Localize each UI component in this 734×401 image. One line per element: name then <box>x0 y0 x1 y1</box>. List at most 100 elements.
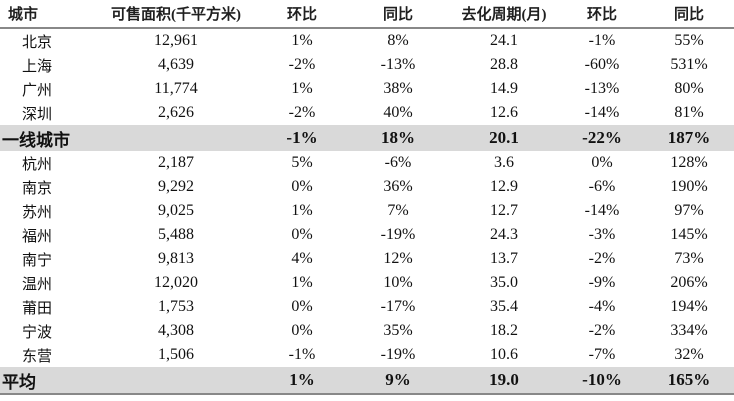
area-yoy-cell: 36% <box>348 175 448 199</box>
cycle-mom-cell: -6% <box>560 175 644 199</box>
destocking-cycle-cell: 12.7 <box>448 199 560 223</box>
summary-row: 一线城市 -1% 18% 20.1 -22% 187% <box>0 125 734 151</box>
destocking-cycle-cell: 10.6 <box>448 343 560 367</box>
summary-row: 平均 1% 9% 19.0 -10% 165% <box>0 367 734 394</box>
area-yoy-cell: -19% <box>348 223 448 247</box>
cycle-yoy-cell: 194% <box>644 295 734 319</box>
area-yoy-cell: 35% <box>348 319 448 343</box>
area-yoy-cell: 38% <box>348 77 448 101</box>
cycle-yoy-cell: 73% <box>644 247 734 271</box>
area-mom-cell: -2% <box>256 101 348 125</box>
area-yoy-cell: 40% <box>348 101 448 125</box>
area-yoy-cell: 9% <box>348 367 448 394</box>
destocking-cycle-cell: 12.9 <box>448 175 560 199</box>
cycle-mom-cell: -2% <box>560 319 644 343</box>
area-mom-cell: 0% <box>256 223 348 247</box>
area-mom-cell: 1% <box>256 77 348 101</box>
city-cell: 平均 <box>0 367 96 394</box>
city-cell: 南宁 <box>0 247 96 271</box>
area-yoy-cell: 18% <box>348 125 448 151</box>
cycle-yoy-cell: 80% <box>644 77 734 101</box>
cycle-mom-cell: -14% <box>560 101 644 125</box>
table-body: 北京 12,961 1% 8% 24.1 -1% 55% 上海 4,639 -2% -13% 28.8… <box>0 28 734 394</box>
city-cell: 一线城市 <box>0 125 96 151</box>
available-area-cell: 1,753 <box>96 295 256 319</box>
cycle-mom-cell: -14% <box>560 199 644 223</box>
city-cell: 苏州 <box>0 199 96 223</box>
table-row: 广州 11,774 1% 38% 14.9 -13% 80% <box>0 77 734 101</box>
city-cell: 福州 <box>0 223 96 247</box>
table-row: 莆田 1,753 0% -17% 35.4 -4% 194% <box>0 295 734 319</box>
city-cell: 宁波 <box>0 319 96 343</box>
area-yoy-cell: 8% <box>348 28 448 53</box>
available-area-cell: 11,774 <box>96 77 256 101</box>
table-row: 南京 9,292 0% 36% 12.9 -6% 190% <box>0 175 734 199</box>
destocking-cycle-cell: 12.6 <box>448 101 560 125</box>
area-yoy-cell: -19% <box>348 343 448 367</box>
destocking-cycle-cell: 28.8 <box>448 53 560 77</box>
table-row: 苏州 9,025 1% 7% 12.7 -14% 97% <box>0 199 734 223</box>
available-area-cell: 9,292 <box>96 175 256 199</box>
cycle-yoy-cell: 187% <box>644 125 734 151</box>
cycle-yoy-cell: 206% <box>644 271 734 295</box>
area-mom-cell: -1% <box>256 125 348 151</box>
table-row: 深圳 2,626 -2% 40% 12.6 -14% 81% <box>0 101 734 125</box>
header-cycle-mom: 环比 <box>560 0 644 29</box>
area-yoy-cell: 7% <box>348 199 448 223</box>
cycle-mom-cell: -3% <box>560 223 644 247</box>
area-yoy-cell: 10% <box>348 271 448 295</box>
cycle-yoy-cell: 190% <box>644 175 734 199</box>
area-mom-cell: 1% <box>256 367 348 394</box>
destocking-cycle-cell: 19.0 <box>448 367 560 394</box>
available-area-cell: 2,187 <box>96 151 256 175</box>
header-area-mom: 环比 <box>256 0 348 29</box>
available-area-cell: 9,025 <box>96 199 256 223</box>
cycle-mom-cell: -22% <box>560 125 644 151</box>
available-area-cell <box>96 125 256 151</box>
header-row: 城市 可售面积(千平方米) 环比 同比 去化周期(月) 环比 同比 <box>0 0 734 29</box>
table-row: 福州 5,488 0% -19% 24.3 -3% 145% <box>0 223 734 247</box>
area-mom-cell: 1% <box>256 199 348 223</box>
table-row: 杭州 2,187 5% -6% 3.6 0% 128% <box>0 151 734 175</box>
header-area-yoy: 同比 <box>348 0 448 29</box>
available-area-cell: 12,961 <box>96 28 256 53</box>
destocking-cycle-cell: 35.4 <box>448 295 560 319</box>
cycle-yoy-cell: 97% <box>644 199 734 223</box>
table-row: 温州 12,020 1% 10% 35.0 -9% 206% <box>0 271 734 295</box>
cycle-mom-cell: -13% <box>560 77 644 101</box>
city-cell: 北京 <box>0 28 96 53</box>
cycle-mom-cell: -1% <box>560 28 644 53</box>
destocking-cycle-cell: 20.1 <box>448 125 560 151</box>
cycle-mom-cell: -60% <box>560 53 644 77</box>
cycle-yoy-cell: 334% <box>644 319 734 343</box>
area-yoy-cell: -17% <box>348 295 448 319</box>
available-area-cell: 4,639 <box>96 53 256 77</box>
available-area-cell: 4,308 <box>96 319 256 343</box>
destocking-cycle-cell: 13.7 <box>448 247 560 271</box>
cycle-yoy-cell: 81% <box>644 101 734 125</box>
cycle-mom-cell: -10% <box>560 367 644 394</box>
cycle-yoy-cell: 55% <box>644 28 734 53</box>
destocking-cycle-cell: 24.1 <box>448 28 560 53</box>
city-cell: 温州 <box>0 271 96 295</box>
cycle-mom-cell: 0% <box>560 151 644 175</box>
cycle-yoy-cell: 165% <box>644 367 734 394</box>
header-destocking-cycle: 去化周期(月) <box>448 0 560 29</box>
table-row: 南宁 9,813 4% 12% 13.7 -2% 73% <box>0 247 734 271</box>
header-city: 城市 <box>0 0 96 29</box>
available-area-cell <box>96 367 256 394</box>
city-cell: 东营 <box>0 343 96 367</box>
area-yoy-cell: -6% <box>348 151 448 175</box>
area-yoy-cell: 12% <box>348 247 448 271</box>
table-row: 东营 1,506 -1% -19% 10.6 -7% 32% <box>0 343 734 367</box>
area-mom-cell: 5% <box>256 151 348 175</box>
city-cell: 广州 <box>0 77 96 101</box>
cycle-mom-cell: -7% <box>560 343 644 367</box>
available-area-cell: 1,506 <box>96 343 256 367</box>
cycle-yoy-cell: 128% <box>644 151 734 175</box>
destocking-cycle-cell: 18.2 <box>448 319 560 343</box>
area-mom-cell: 0% <box>256 319 348 343</box>
table-row: 宁波 4,308 0% 35% 18.2 -2% 334% <box>0 319 734 343</box>
city-cell: 深圳 <box>0 101 96 125</box>
